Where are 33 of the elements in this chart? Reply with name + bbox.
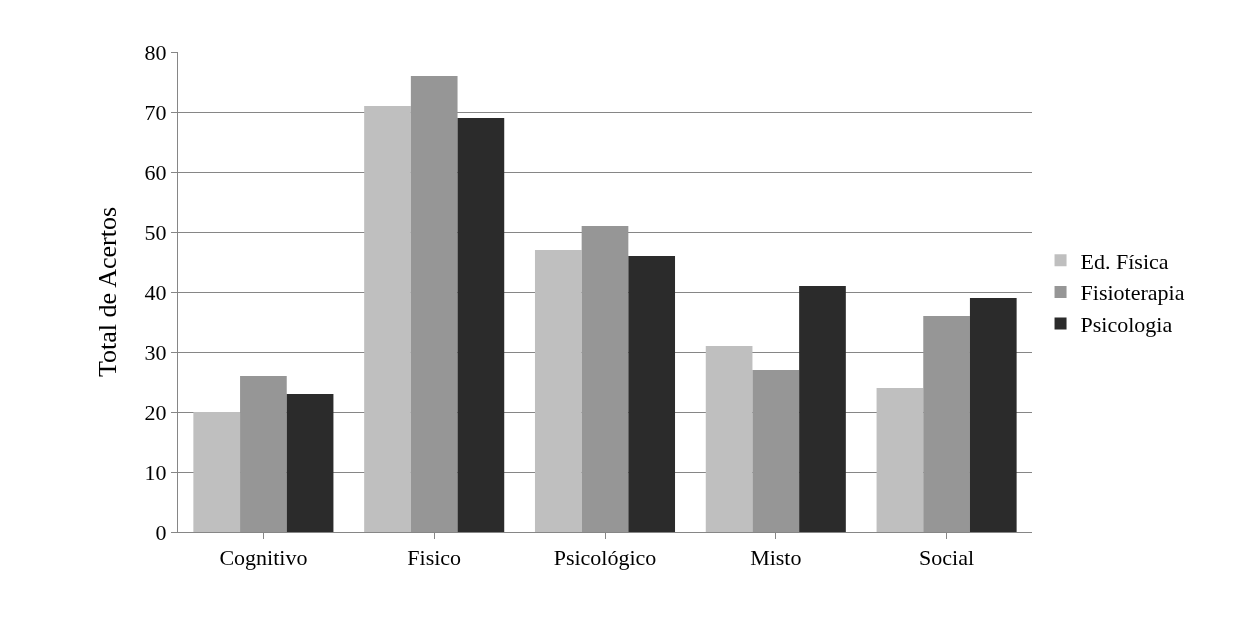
y-tick-label: 30 — [144, 339, 167, 365]
y-tick-label: 70 — [144, 99, 167, 125]
y-tick-label: 40 — [144, 279, 167, 305]
x-tick-label: Misto — [750, 545, 802, 571]
legend-label: Fisioterapia — [1080, 280, 1185, 306]
bar — [799, 286, 846, 532]
bar — [410, 76, 458, 532]
bar — [876, 388, 924, 532]
bar — [581, 226, 629, 532]
y-tick-label: 0 — [155, 519, 167, 545]
y-tick-label: 80 — [144, 39, 167, 65]
x-tick-label: Social — [919, 545, 975, 571]
y-tick-label: 20 — [144, 399, 167, 425]
bar — [534, 250, 582, 532]
bar — [923, 316, 970, 532]
bar — [457, 118, 505, 532]
x-tick-label: Fisico — [407, 545, 462, 571]
bar — [364, 106, 411, 532]
legend-label: Psicologia — [1080, 312, 1173, 338]
y-tick-label: 50 — [144, 219, 167, 245]
legend-label: Ed. Física — [1080, 248, 1169, 274]
y-tick-label: 10 — [144, 459, 167, 485]
y-tick-label: 60 — [144, 159, 167, 185]
x-tick-label: Psicológico — [553, 545, 657, 571]
bar — [286, 394, 334, 532]
bar — [969, 298, 1017, 532]
bar — [628, 256, 676, 532]
y-axis-title: Total de Acertos — [93, 206, 122, 378]
bar — [240, 376, 287, 532]
x-tick-label: Cognitivo — [219, 545, 308, 571]
bar — [705, 346, 753, 532]
bar — [752, 370, 800, 532]
bar — [193, 412, 241, 532]
